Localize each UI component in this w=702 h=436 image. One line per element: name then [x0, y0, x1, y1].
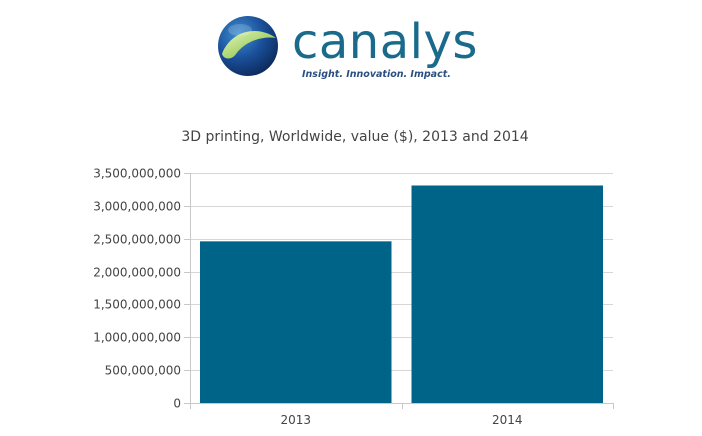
y-tick-label: 1,000,000,000	[93, 331, 181, 345]
bar-2014	[411, 185, 603, 403]
bars	[200, 185, 603, 403]
chart-title: 3D printing, Worldwide, value ($), 2013 …	[181, 129, 528, 145]
bar-2013	[200, 241, 392, 403]
x-tick-label: 2013	[280, 413, 311, 427]
y-tick-label: 500,000,000	[105, 364, 181, 378]
y-tick-label: 2,500,000,000	[93, 233, 181, 247]
y-tick-label: 0	[173, 397, 181, 411]
x-axis: 2013 2014	[190, 403, 614, 427]
y-tick-label: 3,500,000,000	[93, 167, 181, 181]
canalys-logo: canalys Insight. Innovation. Impact.	[216, 14, 506, 82]
y-axis-ticks: 0 500,000,000 1,000,000,000 1,500,000,000 2,…	[93, 167, 191, 411]
globe-icon	[218, 16, 278, 76]
logo-wordmark: canalys	[292, 14, 478, 70]
logo-tagline: Insight. Innovation. Impact.	[302, 69, 451, 80]
y-tick-label: 2,000,000,000	[93, 266, 181, 280]
y-tick-label: 3,000,000,000	[93, 200, 181, 214]
y-tick-label: 1,500,000,000	[93, 298, 181, 312]
x-tick-label: 2014	[492, 413, 523, 427]
logo-graphic: canalys Insight. Innovation. Impact.	[218, 14, 478, 80]
